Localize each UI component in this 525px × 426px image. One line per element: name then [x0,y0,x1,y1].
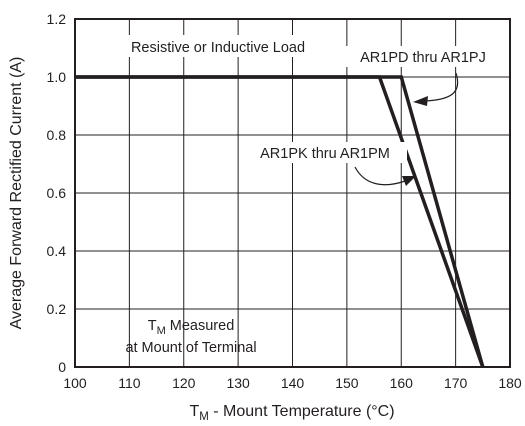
y-tick-label: 0.2 [47,301,67,317]
tick-labels: 100 110 120 130 140 150 160 170 180 0 0.2 0.4 0.6 0.8… [47,11,522,391]
y-tick-label: 0.8 [47,127,67,143]
load-annotation: Resistive or Inductive Load [131,40,305,56]
x-tick-label: 140 [281,375,305,391]
y-tick-label: 0.6 [47,185,67,201]
load-label-background [112,35,324,57]
measured-annotation-line2: at Mount of Terminal [125,340,256,356]
plot-frame [74,18,511,368]
series2-label-background [243,142,407,163]
y-axis-label: Average Forward Rectified Current (A) [8,57,25,330]
y-tick-label: 1.2 [47,11,67,27]
series-line-1 [75,75,485,368]
x-tick-label: 130 [226,375,250,391]
leader-line-ar1pk [354,166,406,186]
y-tick-label: 0.4 [47,243,67,259]
y-tick-label: 0 [58,359,66,375]
series1-label-background [343,46,503,67]
series-label-ar1pd-ar1pj: AR1PD thru AR1PJ [360,50,486,66]
grid-lines [75,19,510,367]
series-lines [75,75,485,368]
x-tick-label: 180 [498,375,522,391]
x-axis-label: TM - Mount Temperature (°C) [189,403,394,423]
measured-annotation: TM Measured [148,318,235,337]
x-tick-label: 160 [390,375,414,391]
x-tick-label: 150 [335,375,359,391]
x-tick-label: 170 [444,375,468,391]
x-tick-label: 120 [172,375,196,391]
x-tick-label: 110 [118,375,141,391]
series-label-ar1pk-ar1pm: AR1PK thru AR1PM [260,146,390,162]
series-line-2 [75,75,485,368]
x-tick-label: 100 [63,375,87,391]
arrowhead-ar1pk [402,176,416,186]
y-tick-label: 1.0 [47,69,67,85]
leader-line-ar1pd [423,72,459,102]
arrowhead-ar1pd [413,96,428,106]
